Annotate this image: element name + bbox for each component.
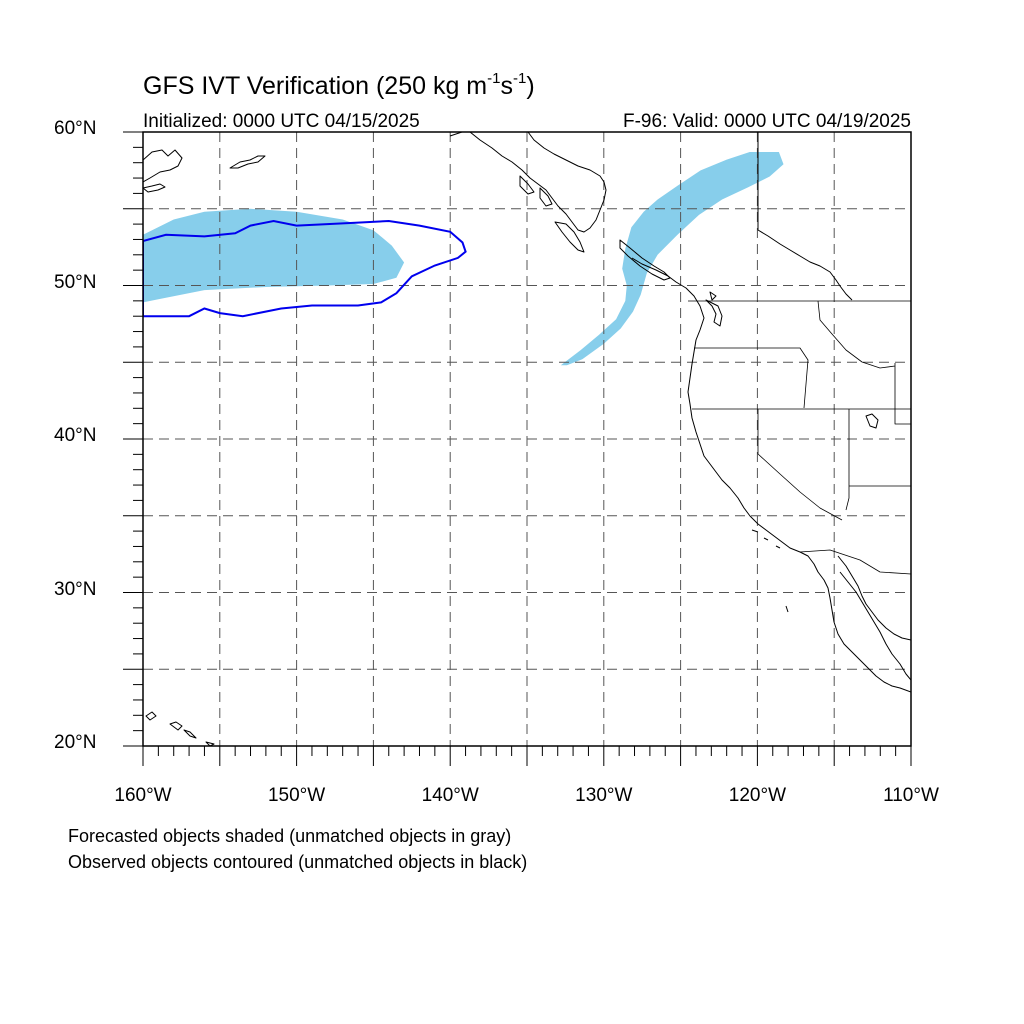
chart-title: GFS IVT Verification (250 kg m-1s-1) bbox=[143, 70, 535, 100]
lon-label: 110°W bbox=[883, 785, 939, 806]
gulf-of-california-coast bbox=[837, 555, 911, 681]
channel-islands bbox=[751, 529, 781, 549]
alaska-coastline bbox=[143, 149, 183, 183]
forecast-object-2 bbox=[560, 152, 784, 366]
forecast-legend-text: Forecasted objects shaded (unmatched obj… bbox=[68, 826, 512, 846]
lat-label: 60°N bbox=[54, 118, 97, 139]
lat-label: 50°N bbox=[54, 271, 97, 293]
lon-label: 140°W bbox=[421, 785, 479, 806]
observed-object-1 bbox=[143, 219, 467, 318]
lat-label: 30°N bbox=[54, 578, 97, 600]
lon-label: 130°W bbox=[575, 785, 633, 806]
alaska-panhandle-coast bbox=[449, 132, 607, 233]
pacific-coast bbox=[631, 257, 911, 693]
state-borders bbox=[692, 300, 911, 575]
alaska-bc-border bbox=[757, 132, 853, 301]
forecast-objects-layer bbox=[143, 152, 784, 366]
lon-label: 160°W bbox=[114, 785, 172, 806]
alaska-islands bbox=[143, 155, 266, 193]
lat-label: 40°N bbox=[54, 425, 97, 446]
observed-legend-text: Observed objects contoured (unmatched ob… bbox=[68, 852, 528, 872]
vancouver-island bbox=[619, 239, 671, 281]
observed-objects-layer bbox=[143, 219, 467, 318]
guadalupe-island bbox=[785, 605, 789, 613]
axis-ticks bbox=[123, 131, 912, 766]
coastlines-layer bbox=[143, 132, 911, 746]
grid-lines bbox=[143, 132, 911, 746]
lon-label: 120°W bbox=[728, 785, 787, 806]
forecast-object-1 bbox=[143, 208, 405, 303]
puget-sound bbox=[705, 291, 723, 327]
great-salt-lake bbox=[865, 413, 879, 429]
canary-islands-hawaii bbox=[145, 711, 215, 746]
lon-label: 150°W bbox=[267, 785, 326, 806]
bc-islands bbox=[519, 175, 585, 253]
initialized-time: Initialized: 0000 UTC 04/15/2025 bbox=[143, 111, 420, 132]
valid-time: F-96: Valid: 0000 UTC 04/19/2025 bbox=[623, 111, 911, 132]
lat-label: 20°N bbox=[54, 732, 97, 753]
